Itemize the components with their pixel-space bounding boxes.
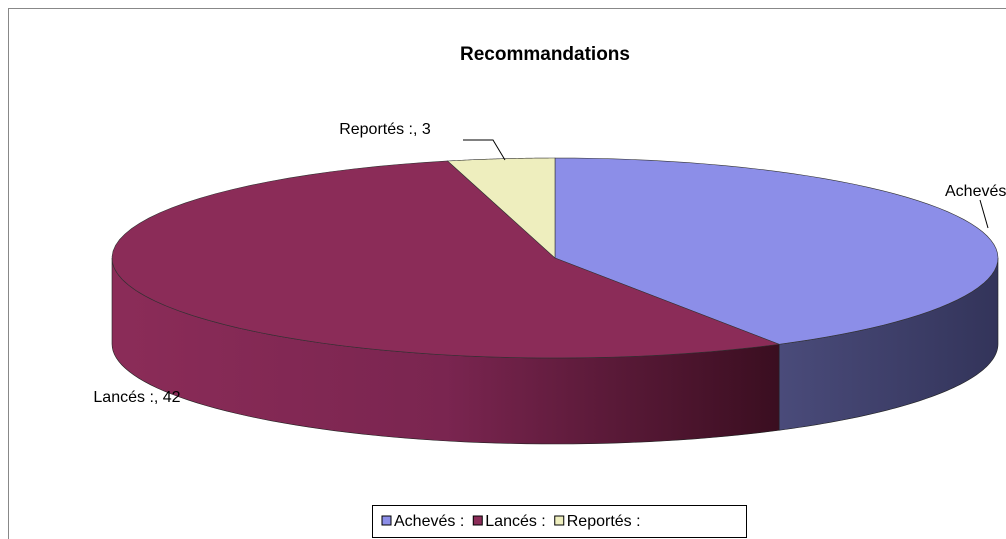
legend-label: Lancés : [485, 513, 545, 530]
legend-swatch [381, 515, 392, 526]
leader-line [463, 139, 506, 161]
legend-swatch [554, 515, 565, 526]
leader-line [979, 199, 989, 229]
data-label: Lancés :, 42 [93, 389, 180, 406]
slice [111, 160, 780, 359]
data-label: Achevés :, 32 [945, 183, 1006, 200]
slice [554, 157, 999, 345]
chart-title: Recommandations [460, 44, 630, 65]
legend-label: Achevés : [394, 513, 464, 530]
pie: Achevés :, 32 Lancés :, 42 Reportés :, 3 [93, 121, 1006, 445]
legend-items: Achevés : Lancés : Reportés : [381, 513, 641, 530]
slice [446, 157, 556, 259]
data-label: Reportés :, 3 [339, 121, 431, 138]
legend-swatch [472, 515, 483, 526]
legend-label: Reportés : [567, 513, 641, 530]
